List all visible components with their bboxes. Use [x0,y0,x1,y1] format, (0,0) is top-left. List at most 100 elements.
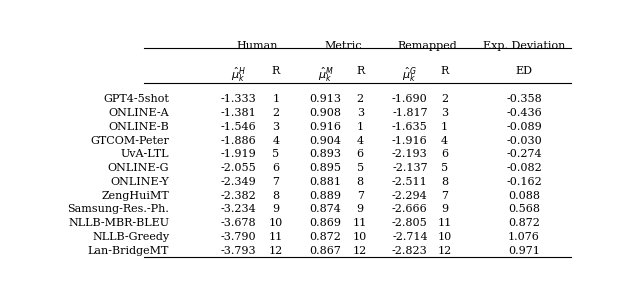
Text: -2.349: -2.349 [221,177,257,187]
Text: -2.714: -2.714 [392,232,428,242]
Text: 7: 7 [273,177,280,187]
Text: GTCOM-Peter: GTCOM-Peter [90,135,169,145]
Text: -1.919: -1.919 [221,149,257,159]
Text: 2: 2 [441,94,448,104]
Text: 0.088: 0.088 [508,191,540,201]
Text: 12: 12 [437,246,452,256]
Text: -1.916: -1.916 [392,135,428,145]
Text: -1.886: -1.886 [221,135,257,145]
Text: 4: 4 [356,135,364,145]
Text: ED: ED [515,66,532,76]
Text: 5: 5 [273,149,280,159]
Text: 9: 9 [441,204,448,214]
Text: 0.881: 0.881 [310,177,342,187]
Text: 6: 6 [441,149,448,159]
Text: Exp. Deviation: Exp. Deviation [483,41,565,51]
Text: 1.076: 1.076 [508,232,540,242]
Text: R: R [356,66,364,76]
Text: 0.568: 0.568 [508,204,540,214]
Text: 1: 1 [441,122,448,132]
Text: -2.511: -2.511 [392,177,428,187]
Text: 9: 9 [356,204,364,214]
Text: -1.817: -1.817 [392,108,428,118]
Text: NLLB-Greedy: NLLB-Greedy [92,232,169,242]
Text: $\hat{\mu}_k^M$: $\hat{\mu}_k^M$ [317,66,333,85]
Text: 6: 6 [356,149,364,159]
Text: -0.162: -0.162 [506,177,542,187]
Text: 10: 10 [353,232,367,242]
Text: 2: 2 [356,94,364,104]
Text: -0.274: -0.274 [506,149,541,159]
Text: -1.690: -1.690 [392,94,428,104]
Text: 0.904: 0.904 [310,135,342,145]
Text: -2.666: -2.666 [392,204,428,214]
Text: 7: 7 [441,191,448,201]
Text: -2.382: -2.382 [221,191,257,201]
Text: 12: 12 [269,246,283,256]
Text: -1.546: -1.546 [221,122,257,132]
Text: -0.030: -0.030 [506,135,542,145]
Text: 3: 3 [441,108,448,118]
Text: $\hat{\mu}_k^G$: $\hat{\mu}_k^G$ [403,66,417,85]
Text: -1.333: -1.333 [221,94,257,104]
Text: 1: 1 [273,94,280,104]
Text: Human: Human [237,41,278,51]
Text: Samsung-Res.-Ph.: Samsung-Res.-Ph. [67,204,169,214]
Text: -0.082: -0.082 [506,163,542,173]
Text: $\hat{\mu}_k^H$: $\hat{\mu}_k^H$ [231,66,246,85]
Text: ONLINE-G: ONLINE-G [108,163,169,173]
Text: 0.869: 0.869 [310,218,342,228]
Text: 10: 10 [269,218,283,228]
Text: 0.908: 0.908 [310,108,342,118]
Text: 8: 8 [441,177,448,187]
Text: 1: 1 [356,122,364,132]
Text: -2.137: -2.137 [392,163,428,173]
Text: -0.089: -0.089 [506,122,542,132]
Text: -0.436: -0.436 [506,108,542,118]
Text: 4: 4 [273,135,280,145]
Text: -3.793: -3.793 [221,246,257,256]
Text: Lan-BridgeMT: Lan-BridgeMT [88,246,169,256]
Text: -1.635: -1.635 [392,122,428,132]
Text: 0.867: 0.867 [310,246,342,256]
Text: 6: 6 [273,163,280,173]
Text: ZengHuiMT: ZengHuiMT [102,191,169,201]
Text: R: R [272,66,280,76]
Text: 2: 2 [273,108,280,118]
Text: 0.913: 0.913 [310,94,342,104]
Text: ONLINE-B: ONLINE-B [109,122,169,132]
Text: UvA-LTL: UvA-LTL [121,149,169,159]
Text: 3: 3 [273,122,280,132]
Text: Remapped: Remapped [397,41,457,51]
Text: Metric: Metric [324,41,362,51]
Text: 0.874: 0.874 [310,204,342,214]
Text: GPT4-5shot: GPT4-5shot [104,94,169,104]
Text: 11: 11 [437,218,452,228]
Text: -3.678: -3.678 [221,218,257,228]
Text: 5: 5 [356,163,364,173]
Text: 0.895: 0.895 [310,163,342,173]
Text: ONLINE-A: ONLINE-A [109,108,169,118]
Text: -2.193: -2.193 [392,149,428,159]
Text: 0.889: 0.889 [310,191,342,201]
Text: 0.893: 0.893 [310,149,342,159]
Text: 0.971: 0.971 [508,246,540,256]
Text: -1.381: -1.381 [221,108,257,118]
Text: 8: 8 [356,177,364,187]
Text: 11: 11 [353,218,367,228]
Text: 3: 3 [356,108,364,118]
Text: ONLINE-Y: ONLINE-Y [111,177,169,187]
Text: 0.872: 0.872 [508,218,540,228]
Text: -3.790: -3.790 [221,232,257,242]
Text: -0.358: -0.358 [506,94,542,104]
Text: -2.294: -2.294 [392,191,428,201]
Text: 0.916: 0.916 [310,122,342,132]
Text: 4: 4 [441,135,448,145]
Text: 12: 12 [353,246,367,256]
Text: 9: 9 [273,204,280,214]
Text: 5: 5 [441,163,448,173]
Text: -2.823: -2.823 [392,246,428,256]
Text: -2.805: -2.805 [392,218,428,228]
Text: 10: 10 [437,232,452,242]
Text: -3.234: -3.234 [221,204,257,214]
